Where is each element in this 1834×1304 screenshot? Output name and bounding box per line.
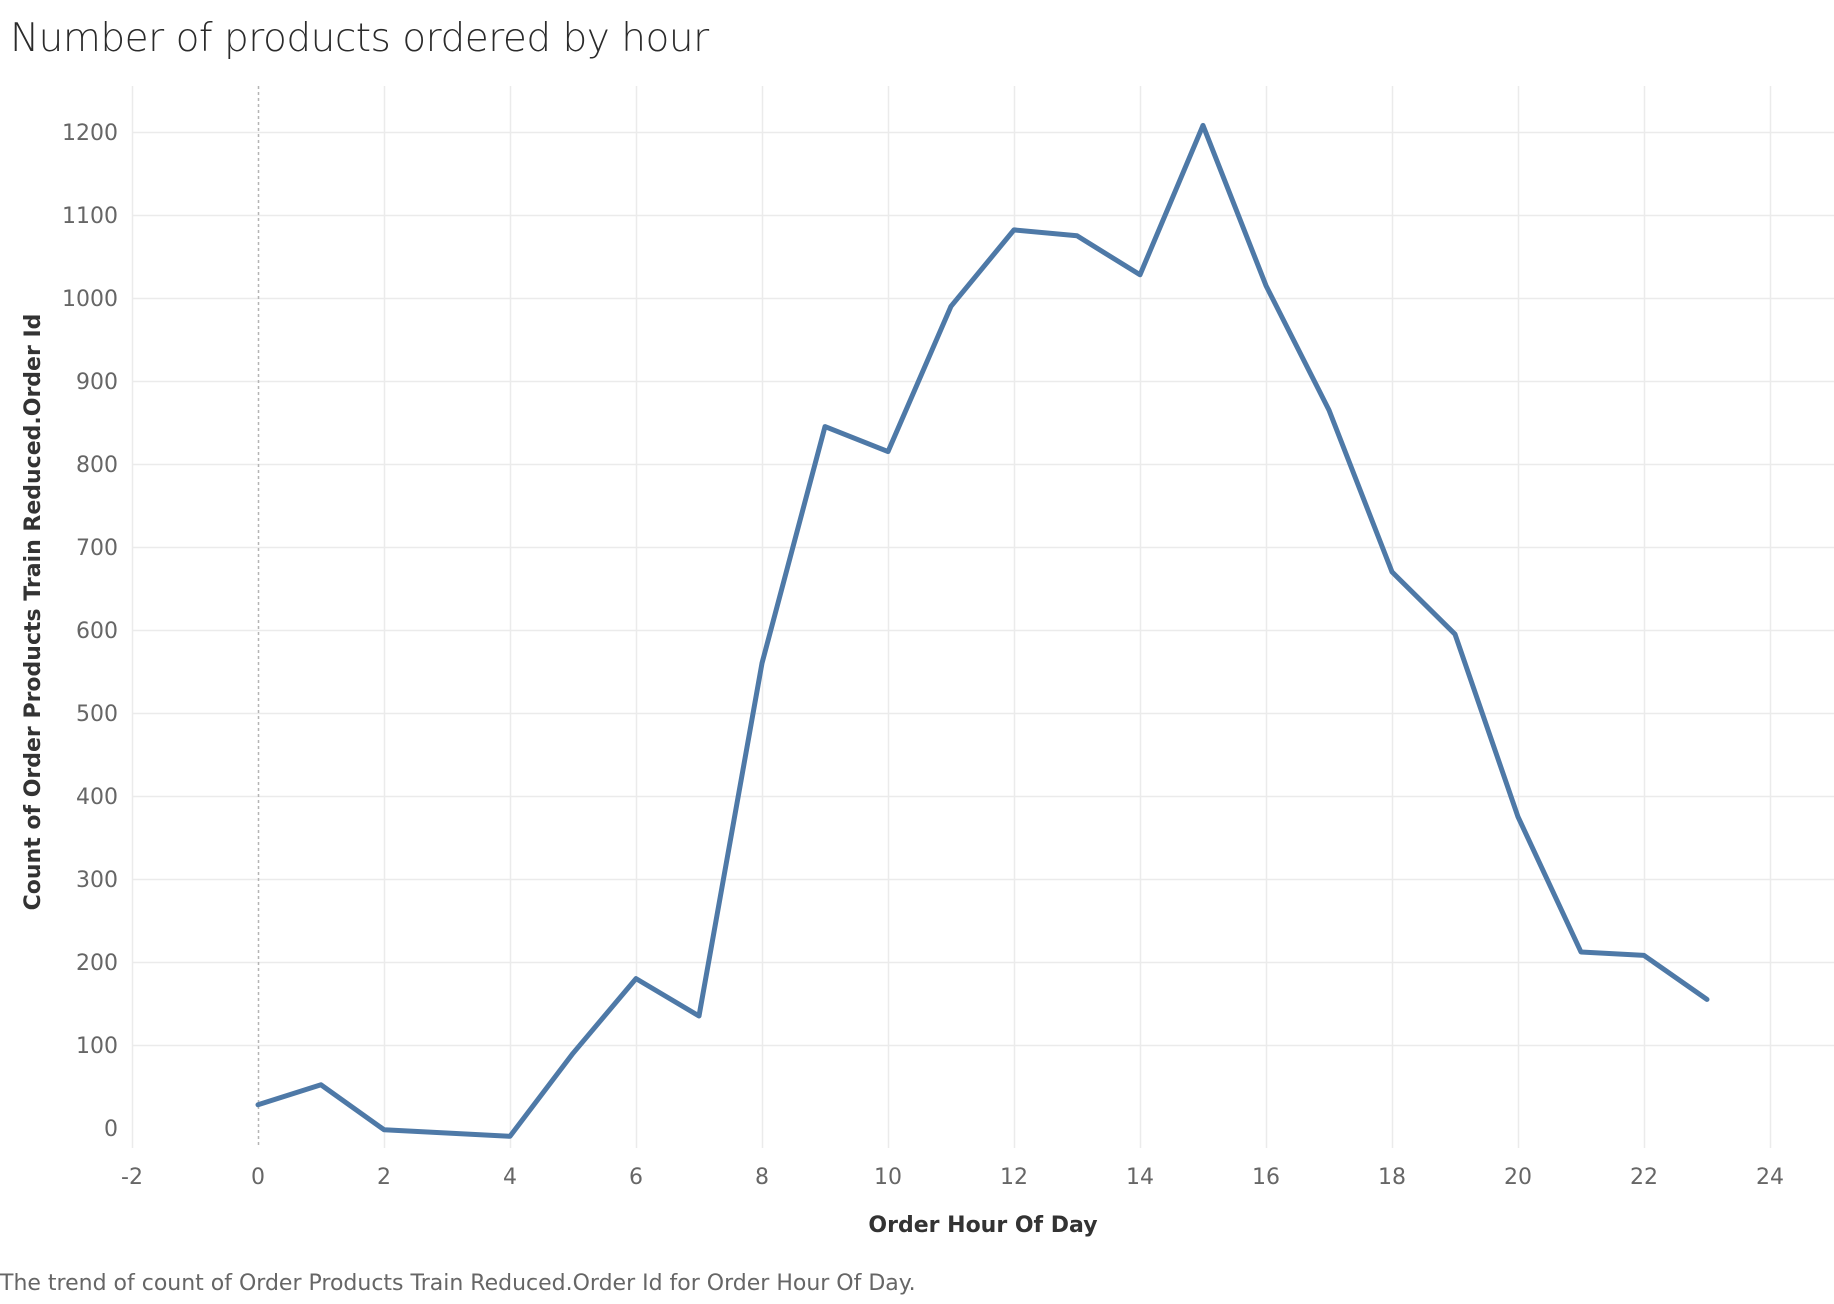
x-tick-label: 18 xyxy=(1378,1165,1406,1190)
x-axis-title: Order Hour Of Day xyxy=(868,1213,1097,1238)
chart-caption: The trend of count of Order Products Tra… xyxy=(0,1271,916,1296)
chart-title: Number of products ordered by hour xyxy=(10,16,709,61)
x-tick-label: 16 xyxy=(1252,1165,1280,1190)
series-line xyxy=(255,122,1710,1139)
x-tick-label: -2 xyxy=(121,1165,143,1190)
x-tick-label: 14 xyxy=(1126,1165,1154,1190)
horizontal-gridlines xyxy=(132,131,1834,1047)
y-tick-label: 800 xyxy=(76,453,118,478)
x-tick-label: 10 xyxy=(874,1165,902,1190)
y-tick-label: 500 xyxy=(76,702,118,727)
y-tick-label: 0 xyxy=(104,1117,118,1142)
y-tick-label: 1000 xyxy=(62,287,118,312)
y-tick-label: 400 xyxy=(76,785,118,810)
x-axis-ticks: -2 0 2 4 6 8 10 12 14 16 18 20 22 24 xyxy=(121,1165,1784,1190)
vertical-gridlines xyxy=(131,86,1772,1148)
x-tick-label: 12 xyxy=(1000,1165,1028,1190)
y-tick-label: 200 xyxy=(76,951,118,976)
x-tick-label: 2 xyxy=(377,1165,391,1190)
x-tick-label: 6 xyxy=(629,1165,643,1190)
y-axis-title: Count of Order Products Train Reduced.Or… xyxy=(21,314,46,911)
x-tick-label: 8 xyxy=(755,1165,769,1190)
y-tick-label: 700 xyxy=(76,536,118,561)
x-tick-label: 24 xyxy=(1756,1165,1784,1190)
y-tick-label: 1100 xyxy=(62,204,118,229)
y-axis-ticks: 0 100 200 300 400 500 600 700 800 900 1000 1100 1200 xyxy=(62,121,118,1142)
y-tick-label: 600 xyxy=(76,619,118,644)
y-tick-label: 900 xyxy=(76,370,118,395)
x-tick-label: 20 xyxy=(1504,1165,1532,1190)
x-tick-label: 4 xyxy=(503,1165,517,1190)
y-tick-label: 100 xyxy=(76,1034,118,1059)
y-tick-label: 1200 xyxy=(62,121,118,146)
x-tick-label: 22 xyxy=(1630,1165,1658,1190)
x-tick-label: 0 xyxy=(251,1165,265,1190)
y-tick-label: 300 xyxy=(76,868,118,893)
